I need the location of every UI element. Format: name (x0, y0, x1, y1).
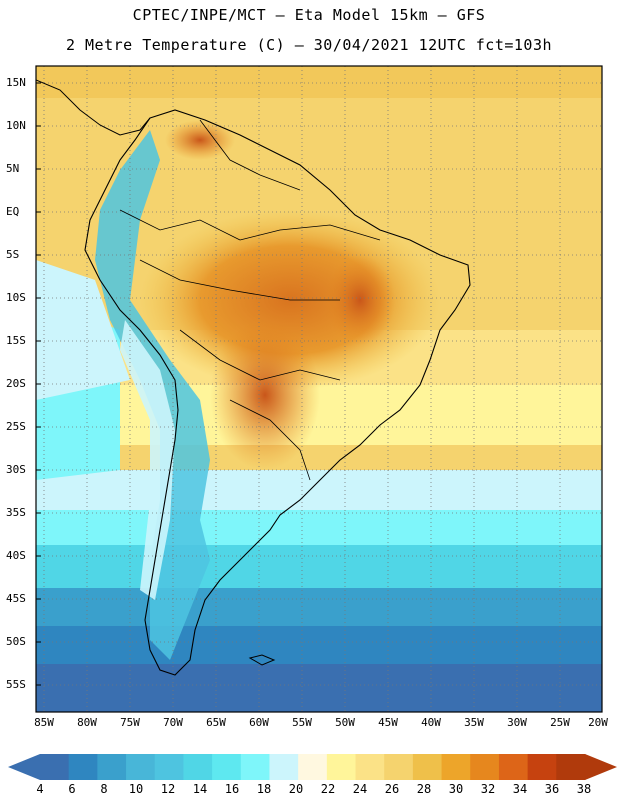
band-pacific-20 (36, 260, 130, 400)
colorbar-label: 20 (288, 782, 304, 796)
lat-label: 15N (6, 76, 26, 89)
lon-label: 65W (206, 716, 226, 729)
colorbar-right-arrow (585, 754, 617, 780)
colorbar-label: 38 (576, 782, 592, 796)
colorbar-label: 14 (192, 782, 208, 796)
colorbar-cell (326, 754, 357, 780)
falklands-outline (248, 654, 276, 666)
colorbar-cell (556, 754, 586, 780)
map-frame (35, 65, 603, 713)
lat-ticks (36, 82, 41, 686)
colorbar-cell (412, 754, 443, 780)
lon-label: 80W (77, 716, 97, 729)
chaco-hot (210, 320, 320, 470)
colorbar-label: 26 (384, 782, 400, 796)
lat-label: 30S (6, 463, 26, 476)
lat-label: 35S (6, 506, 26, 519)
lon-label: 30W (507, 716, 527, 729)
lat-label: 5N (6, 162, 20, 175)
lat-label: 45S (6, 592, 26, 605)
temperature-field (36, 66, 602, 712)
colorbar-cell (269, 754, 299, 780)
country-borders (119, 119, 381, 481)
lon-label: 50W (335, 716, 355, 729)
colorbar-cell (527, 754, 557, 780)
colorbar-label: 4 (36, 782, 44, 796)
colorbar-cell (97, 754, 127, 780)
lon-label: 70W (163, 716, 183, 729)
colorbar-label: 10 (128, 782, 144, 796)
band-14-16 (36, 545, 602, 590)
lat-label: 15S (6, 334, 26, 347)
brazil-hot (325, 255, 395, 345)
colorbar-label: 22 (320, 782, 336, 796)
colorbar (8, 754, 617, 780)
central-america-outline (36, 79, 151, 136)
south-america-outline (84, 109, 471, 676)
lat-label: 40S (6, 549, 26, 562)
colorbar-cell (498, 754, 529, 780)
colorbar-cell (384, 754, 414, 780)
lon-label: 40W (421, 716, 441, 729)
colorbar-cell (240, 754, 270, 780)
colorbar-cell (441, 754, 471, 780)
colorbar-cell (126, 754, 156, 780)
band-4-6 (36, 664, 602, 712)
colorbar-label: 30 (448, 782, 464, 796)
colorbar-label: 34 (512, 782, 528, 796)
andes-peaks (120, 320, 175, 600)
lon-label: 55W (292, 716, 312, 729)
lon-label: 35W (464, 716, 484, 729)
colorbar-cell (68, 754, 98, 780)
colorbar-label: 6 (68, 782, 76, 796)
colorbar-cell (212, 754, 242, 780)
map-title: CPTEC/INPE/MCT — Eta Model 15km — GFS (132, 6, 486, 24)
colorbar-label: 18 (256, 782, 272, 796)
lon-label: 60W (249, 716, 269, 729)
lat-label: 50S (6, 635, 26, 648)
colorbar-label: 8 (100, 782, 108, 796)
colorbar-label: 24 (352, 782, 368, 796)
lat-label: 25S (6, 420, 26, 433)
lat-label: 20S (6, 377, 26, 390)
colorbar-label: 12 (160, 782, 176, 796)
colorbar-cell (470, 754, 500, 780)
lon-label: 75W (120, 716, 140, 729)
colorbar-cells (40, 754, 586, 780)
lat-label: 10S (6, 291, 26, 304)
colorbar-label: 16 (224, 782, 240, 796)
lon-label: 85W (34, 716, 54, 729)
lon-label: 25W (550, 716, 570, 729)
map-subtitle: 2 Metre Temperature (C) — 30/04/2021 12U… (65, 36, 553, 54)
lat-label: EQ (6, 205, 20, 218)
colorbar-cell (154, 754, 184, 780)
colorbar-cell (183, 754, 213, 780)
lat-label: 55S (6, 678, 26, 691)
lon-label: 45W (378, 716, 398, 729)
colorbar-cell (298, 754, 328, 780)
venezuela-hot (165, 120, 235, 160)
lat-label: 5S (6, 248, 20, 261)
lat-label: 10N (6, 119, 26, 132)
colorbar-label: 32 (480, 782, 496, 796)
colorbar-left-arrow (8, 754, 40, 780)
colorbar-cell (355, 754, 385, 780)
colorbar-label: 36 (544, 782, 560, 796)
lon-label: 20W (588, 716, 608, 729)
colorbar-cell (40, 754, 70, 780)
colorbar-label: 28 (416, 782, 432, 796)
